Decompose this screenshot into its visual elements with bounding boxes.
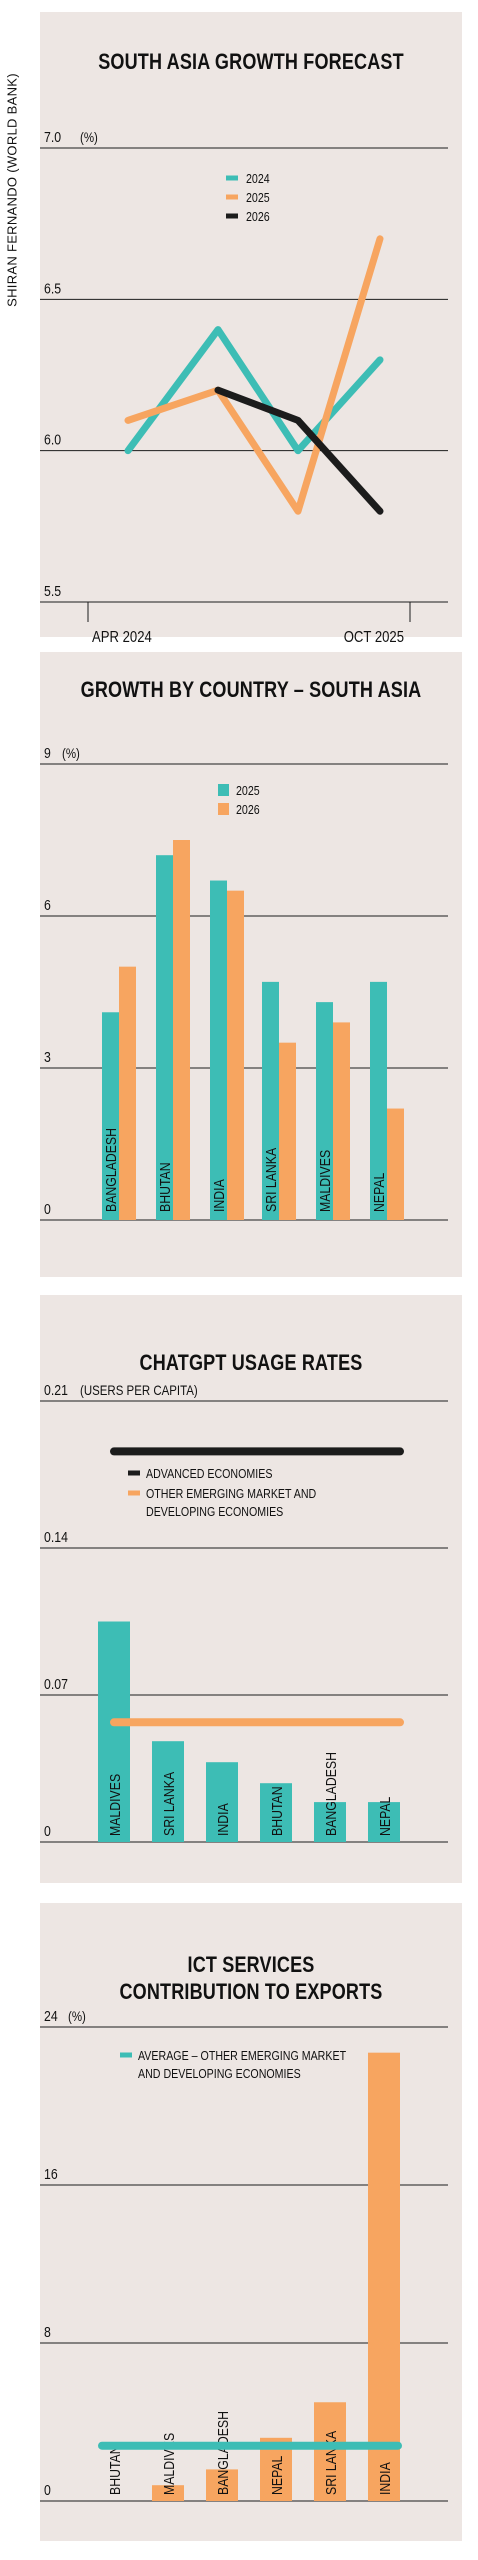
legend-swatch — [218, 784, 229, 796]
bar-2026 — [173, 840, 190, 1220]
category-label: SRI LANKA — [263, 1147, 279, 1212]
bar — [206, 2469, 238, 2501]
bar-2025 — [370, 981, 387, 1220]
chart-title-line-1: ICT SERVICES — [187, 1952, 315, 1977]
legend-label: 2025 — [246, 190, 270, 205]
y-unit-label: (%) — [62, 745, 80, 761]
y-tick-label: 0.07 — [44, 1676, 68, 1692]
growth-forecast-panel: SOUTH ASIA GROWTH FORECAST 7.0 (%) 6.5 6.0 5… — [40, 12, 462, 646]
category-label: BANGLADESH — [103, 1128, 119, 1212]
y-tick-label: 0 — [44, 2482, 51, 2498]
y-tick-label: 3 — [44, 1049, 51, 1065]
bar-2025 — [262, 981, 279, 1220]
category-label: BANGLADESH — [323, 1752, 339, 1836]
bar-2025 — [156, 855, 173, 1220]
bar-2025 — [102, 1012, 119, 1220]
chatgpt-usage-panel: CHATGPT USAGE RATES 0.21 (USERS PER CAPIT… — [40, 1295, 462, 1883]
chart-title: CHATGPT USAGE RATES — [139, 1350, 363, 1375]
x-tick-label: OCT 2025 — [344, 629, 404, 646]
legend-label: 2025 — [236, 783, 260, 798]
y-tick-label: 6 — [44, 897, 51, 913]
bar-2026 — [227, 890, 244, 1220]
legend-label: OTHER EMERGING MARKET AND DEVELOPING ECON… — [146, 1486, 316, 1519]
y-tick-label: 0 — [44, 1823, 51, 1839]
photo-credit: SHIRAN FERNANDO (WORLD BANK) — [0, 10, 24, 370]
bar-2025 — [210, 880, 227, 1220]
y-tick-label: 24 — [44, 2008, 58, 2024]
bar — [260, 1783, 292, 1842]
y-tick-label: 6.0 — [44, 432, 61, 448]
x-tick-label: APR 2024 — [92, 629, 152, 646]
legend-label: 2026 — [246, 209, 270, 224]
bar-2026 — [333, 1022, 350, 1220]
growth-by-country-panel: GROWTH BY COUNTRY – SOUTH ASIA 9 (%) 6 3 0 BA… — [40, 652, 462, 1277]
legend-swatch — [218, 803, 229, 815]
bar-2026 — [387, 1108, 404, 1220]
category-label: INDIA — [377, 2461, 393, 2495]
category-label: SRI LANKA — [161, 1771, 177, 1836]
category-label: NEPAL — [371, 1172, 387, 1212]
bar — [98, 1621, 130, 1842]
series-line-2024 — [124, 326, 384, 455]
y-tick-label: 7.0 — [44, 129, 61, 145]
series-line-2026 — [214, 386, 384, 515]
category-label: BHUTAN — [269, 1786, 285, 1836]
legend-label: ADVANCED ECONOMIES — [146, 1466, 272, 1481]
category-label: MALDIVES — [317, 1150, 333, 1212]
category-label: MALDIVES — [107, 1774, 123, 1836]
bar — [206, 1762, 238, 1842]
y-tick-label: 0.21 — [44, 1382, 68, 1398]
bar — [152, 1741, 184, 1842]
y-unit-label: (USERS PER CAPITA) — [80, 1382, 198, 1398]
y-unit-label: (%) — [80, 129, 98, 145]
category-label: BHUTAN — [157, 1162, 173, 1212]
y-tick-label: 5.5 — [44, 583, 61, 599]
y-tick-label: 0 — [44, 1201, 51, 1217]
y-tick-label: 9 — [44, 745, 51, 761]
bar — [314, 1802, 346, 1842]
bar — [368, 1802, 400, 1842]
bar-2025 — [316, 1002, 333, 1220]
bar — [368, 2052, 400, 2501]
y-tick-label: 16 — [44, 2166, 58, 2182]
chart-title: SOUTH ASIA GROWTH FORECAST — [98, 49, 404, 74]
chart-title: GROWTH BY COUNTRY – SOUTH ASIA — [80, 677, 422, 702]
category-label: INDIA — [211, 1178, 227, 1212]
category-label: SRI LANKA — [323, 2430, 339, 2495]
bar — [152, 2485, 184, 2501]
y-tick-label: 8 — [44, 2324, 51, 2340]
category-label: NEPAL — [377, 1796, 393, 1836]
growth-by-country-chart: 9 (%) 6 3 0 BANGLADESH BHUTAN INDIA SRI LANKA MAL… — [40, 745, 448, 1221]
y-tick-label: 6.5 — [44, 280, 61, 296]
growth-forecast-chart: 7.0 (%) 6.5 6.0 5.5 APR 2024 OCT 2025 2024 2025 2… — [40, 129, 448, 646]
y-unit-label: (%) — [68, 2008, 86, 2024]
category-label: INDIA — [215, 1802, 231, 1836]
legend-label: AVERAGE – OTHER EMERGING MARKET AND DEVEL… — [138, 2048, 346, 2081]
chatgpt-usage-chart: 0.21 (USERS PER CAPITA) 0.14 0.07 0 MALDIVES S… — [40, 1382, 448, 1843]
category-label: BHUTAN — [107, 2445, 123, 2495]
chart-title-line-2: CONTRIBUTION TO EXPORTS — [119, 1979, 383, 2004]
legend-label: 2026 — [236, 802, 260, 817]
category-label: BANGLADESH — [215, 2411, 231, 2495]
ict-services-panel: ICT SERVICES CONTRIBUTION TO EXPORTS 24 (… — [40, 1903, 462, 2541]
y-tick-label: 0.14 — [44, 1529, 68, 1545]
bar — [314, 2402, 346, 2501]
category-label: NEPAL — [269, 2455, 285, 2495]
bar-2026 — [279, 1042, 296, 1220]
bar-2026 — [119, 966, 136, 1220]
legend-label: 2024 — [246, 171, 270, 186]
photo-credit-text: SHIRAN FERNANDO (WORLD BANK) — [4, 73, 20, 307]
series-line-2025 — [124, 235, 384, 515]
